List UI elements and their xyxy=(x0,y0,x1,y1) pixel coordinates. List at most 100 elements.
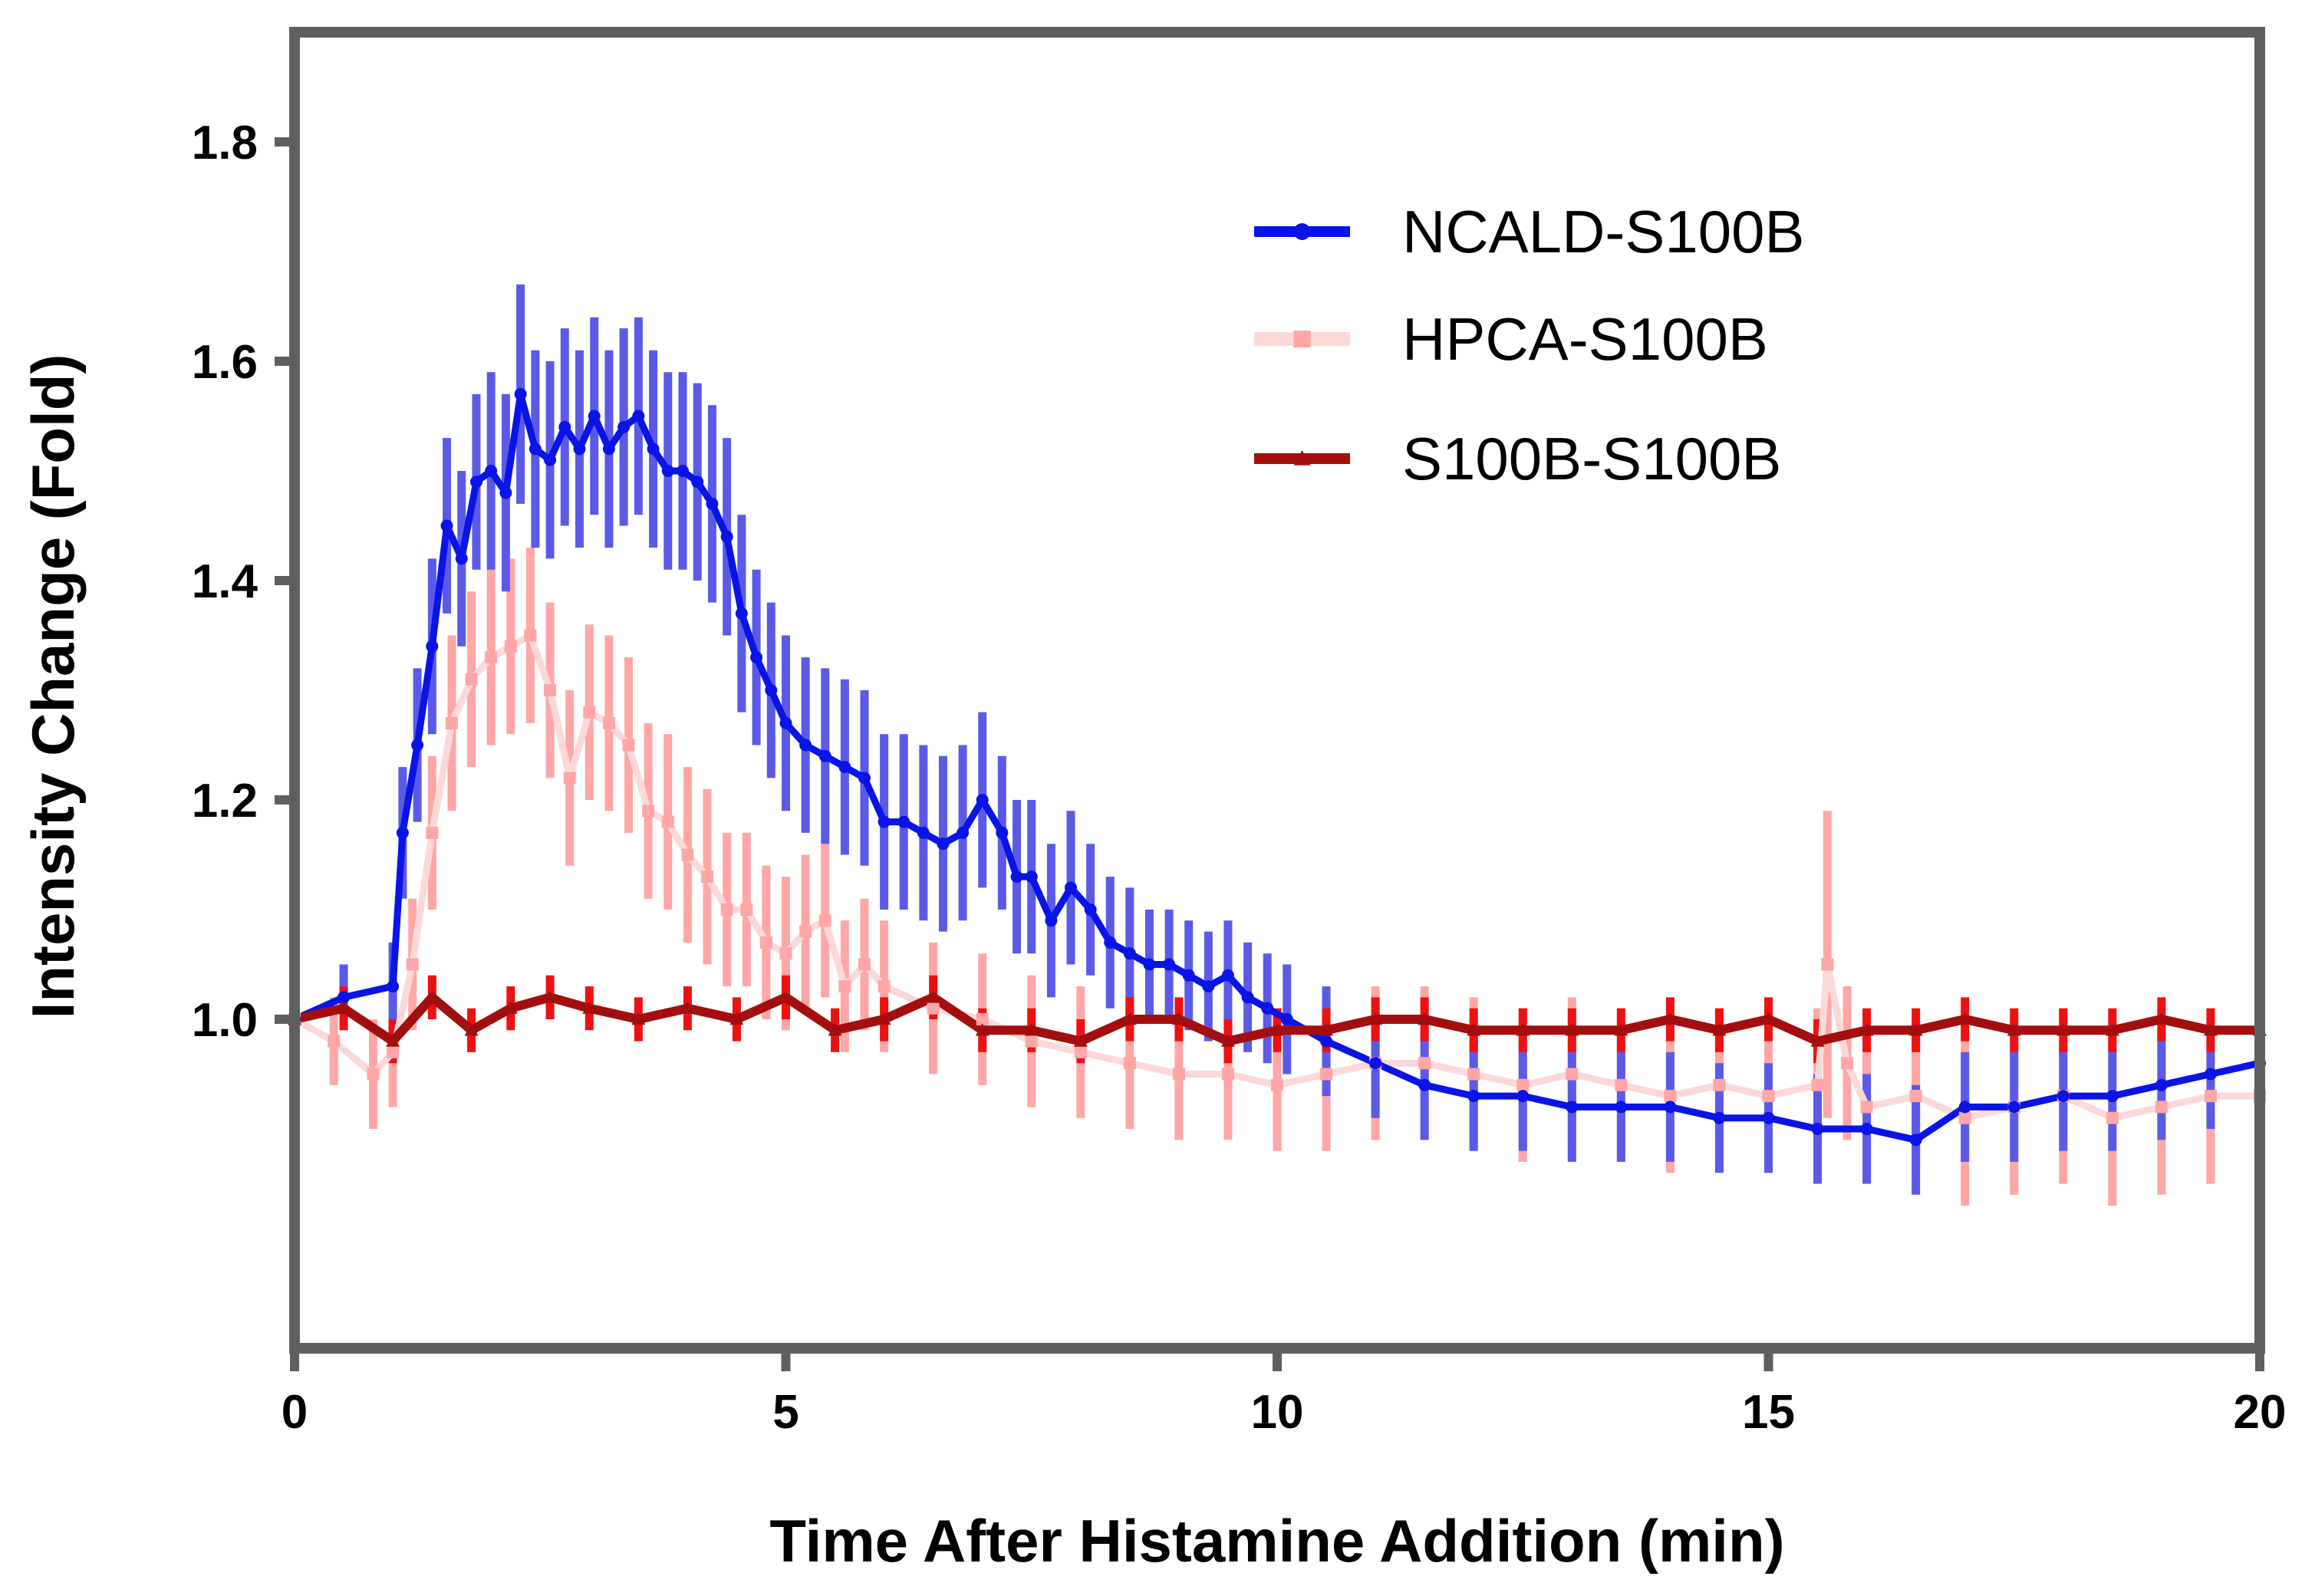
data-point xyxy=(455,552,468,565)
data-point xyxy=(1104,936,1117,949)
data-point xyxy=(701,870,714,884)
data-point xyxy=(1909,1134,1922,1147)
x-tick-label: 0 xyxy=(282,1386,308,1439)
series-line xyxy=(293,390,2261,1144)
data-point xyxy=(1859,1023,1874,1036)
data-point xyxy=(1319,1023,1334,1036)
data-point xyxy=(1664,1101,1677,1114)
markers-hpca-s100b xyxy=(288,629,2266,1124)
data-point xyxy=(337,1001,351,1014)
y-tick-label: 1.2 xyxy=(192,775,258,828)
data-point xyxy=(1615,1101,1628,1114)
data-point xyxy=(465,673,478,686)
data-point xyxy=(367,1068,380,1081)
data-point xyxy=(917,826,930,839)
data-point xyxy=(544,453,557,466)
data-point xyxy=(425,990,440,1003)
data-point xyxy=(387,1045,400,1058)
data-point xyxy=(1025,1035,1038,1048)
data-point xyxy=(1762,1090,1775,1103)
data-point xyxy=(602,443,615,456)
data-point xyxy=(1566,1068,1579,1081)
data-point xyxy=(1320,1068,1333,1081)
data-point xyxy=(2204,1090,2217,1103)
data-point xyxy=(680,1001,695,1014)
data-point xyxy=(975,1023,990,1036)
data-point xyxy=(1418,1078,1431,1091)
data-point xyxy=(1762,1111,1775,1124)
data-point xyxy=(1418,1012,1432,1025)
data-point xyxy=(676,465,689,477)
data-point xyxy=(926,990,940,1003)
data-point xyxy=(1182,969,1195,982)
plot-frame xyxy=(289,27,2265,1354)
data-point xyxy=(440,519,453,532)
data-point xyxy=(1811,1078,1824,1091)
data-point xyxy=(631,1012,646,1025)
data-point xyxy=(1074,1045,1087,1058)
data-point xyxy=(838,980,851,993)
series-ncald-s100b xyxy=(293,390,2261,1144)
legend-marker xyxy=(1293,331,1311,347)
data-point xyxy=(1761,1012,1776,1025)
data-point xyxy=(779,716,792,729)
data-point xyxy=(877,1012,891,1025)
data-point xyxy=(878,815,891,828)
data-point xyxy=(1860,1101,1873,1114)
data-point xyxy=(1467,1023,1481,1036)
data-point xyxy=(2007,1101,2020,1114)
data-point xyxy=(1467,1090,1480,1103)
data-point xyxy=(1220,1034,1235,1047)
legend-label: NCALD-S100B xyxy=(1402,198,1805,265)
data-point xyxy=(2154,1012,2168,1025)
data-point xyxy=(2106,1111,2119,1124)
data-point xyxy=(1663,1012,1678,1025)
legend: NCALD-S100B HPCA-S100B S100B-S100B xyxy=(1254,198,1805,492)
data-point xyxy=(543,990,558,1003)
data-point xyxy=(2056,1023,2070,1036)
data-point xyxy=(1810,1034,1825,1047)
data-point xyxy=(750,651,763,664)
data-point xyxy=(1024,1023,1039,1036)
data-point xyxy=(799,739,812,752)
data-point xyxy=(485,465,498,477)
markers-s100b-s100b xyxy=(288,990,2267,1047)
data-point xyxy=(1840,1057,1853,1070)
data-point xyxy=(1958,1012,1972,1025)
data-point xyxy=(779,947,792,960)
data-point xyxy=(387,980,400,993)
data-point xyxy=(858,772,871,785)
legend-marker xyxy=(1293,450,1311,466)
data-point xyxy=(897,815,911,828)
data-point xyxy=(563,772,576,785)
data-point xyxy=(1241,991,1254,1004)
data-point xyxy=(729,1012,744,1025)
data-point xyxy=(582,1001,597,1014)
data-point xyxy=(1172,1068,1185,1081)
data-point xyxy=(957,826,970,839)
data-point xyxy=(681,848,694,861)
data-point xyxy=(1958,1101,1971,1114)
data-point xyxy=(838,761,851,774)
legend-label: S100B-S100B xyxy=(1402,425,1781,492)
x-tick-label: 20 xyxy=(2234,1386,2287,1439)
data-point xyxy=(1163,958,1176,971)
data-point xyxy=(1713,1111,1726,1124)
data-point xyxy=(503,1001,518,1014)
y-tick-label: 1.4 xyxy=(192,555,259,608)
data-point xyxy=(1566,1101,1579,1114)
data-point xyxy=(1221,1068,1234,1081)
data-point xyxy=(927,1002,940,1015)
legend-label: HPCA-S100B xyxy=(1402,305,1768,373)
data-point xyxy=(1010,870,1023,884)
data-point xyxy=(544,684,557,696)
data-point xyxy=(858,958,871,971)
data-point xyxy=(799,925,812,938)
data-point xyxy=(485,651,498,664)
data-point xyxy=(1271,1078,1283,1091)
data-point xyxy=(1280,1013,1293,1025)
data-point xyxy=(818,749,831,762)
x-tick-label: 15 xyxy=(1742,1386,1795,1439)
legend-item: NCALD-S100B xyxy=(1254,198,1805,265)
